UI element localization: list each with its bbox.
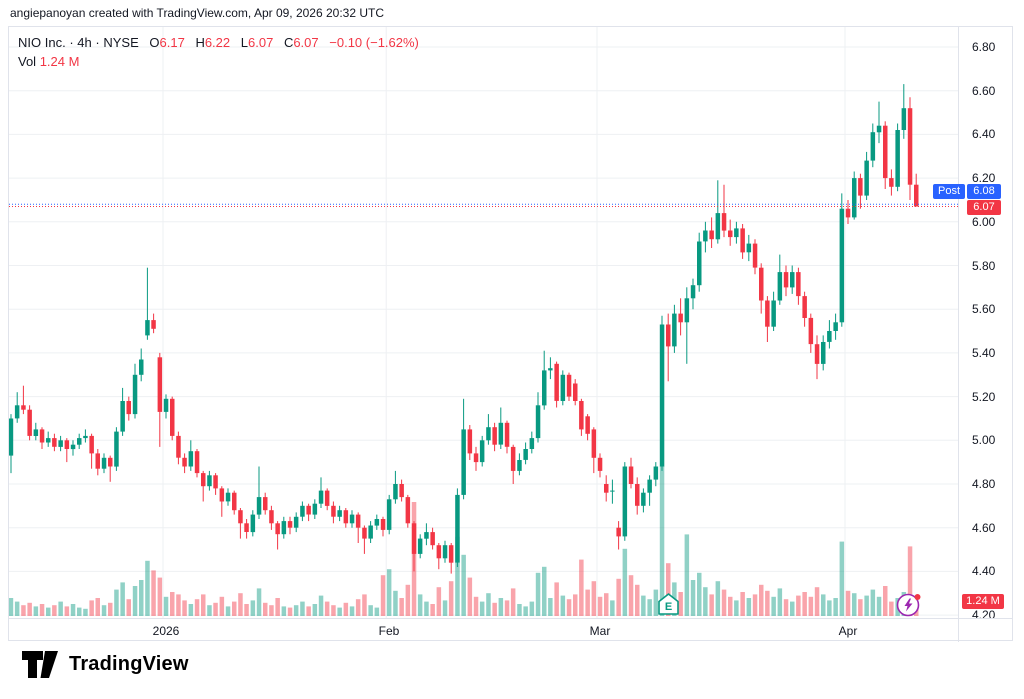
symbol-name: NIO Inc. [18,35,66,50]
volume-key: Vol [18,54,37,69]
earnings-marker[interactable]: E [657,592,680,622]
price-tick-label: 6.00 [972,215,996,229]
symbol-row: NIO Inc. · 4h · NYSE O6.17 H6.22 L6.07 C… [18,35,419,50]
volume-value: 1.24 M [39,54,80,69]
notification-dot-icon [914,594,921,600]
flash-marker[interactable] [895,591,923,624]
time-tick-label: 2026 [152,624,180,638]
price-tick-label: 6.80 [972,40,996,54]
price-tick-label: 4.80 [972,477,996,491]
symbol-legend: NIO Inc. · 4h · NYSE O6.17 H6.22 L6.07 C… [18,33,419,71]
change-value: −0.10 (−1.62%) [329,35,419,50]
tradingview-logo-text: TradingView [69,653,189,675]
lightning-bolt-icon [904,598,913,612]
price-tick-label: 6.60 [972,84,996,98]
close-value: 6.07 [293,35,319,50]
price-tick-label: 5.80 [972,259,996,273]
price-axis[interactable]: 6.80 6.60 6.40 6.20 6.00 5.80 5.60 5.40 5.20 5.00… [959,27,1012,622]
tradingview-logo: TradingView [22,651,189,678]
low-value: 6.07 [248,35,274,50]
price-axis-separator [958,27,959,642]
earnings-shield-icon [658,593,679,615]
high-value: 6.22 [204,35,231,50]
time-tick-label: Apr [838,624,858,638]
open-value: 6.17 [159,35,185,50]
time-tick-label: Mar [589,624,611,638]
exchange-label: NYSE [103,35,139,50]
price-tick-label: 5.40 [972,346,996,360]
post-market-badge: Post [933,184,965,199]
price-tick-label: 4.60 [972,521,996,535]
attribution-text: angiepanoyan created with TradingView.co… [10,6,385,20]
volume-row: Vol 1.24 M [18,52,419,71]
interval-label: 4h [77,35,92,50]
price-tick-label: 5.20 [972,390,996,404]
price-tick-label: 5.00 [972,433,996,447]
volume-badge: 1.24 M [962,594,1004,609]
open-key: O [149,35,160,50]
price-tick-label: 6.40 [972,127,996,141]
high-key: H [195,35,205,50]
price-tick-label: 4.40 [972,564,996,578]
last-price-badge: 6.07 [967,200,1001,215]
earnings-letter: E [665,601,672,613]
low-key: L [240,35,248,50]
time-axis[interactable]: 2026 Feb Mar Apr [9,618,1012,641]
price-tick-label: 5.60 [972,302,996,316]
price-tick-label: 6.20 [972,171,996,185]
post-price-badge: 6.08 [967,184,1001,199]
candlestick-chart[interactable] [9,27,958,618]
close-key: C [283,35,294,50]
chart-panel: 6.80 6.60 6.40 6.20 6.00 5.80 5.60 5.40 5.20 5.00… [8,26,1013,642]
time-tick-label: Feb [378,624,400,638]
tradingview-logo-icon [22,651,58,678]
